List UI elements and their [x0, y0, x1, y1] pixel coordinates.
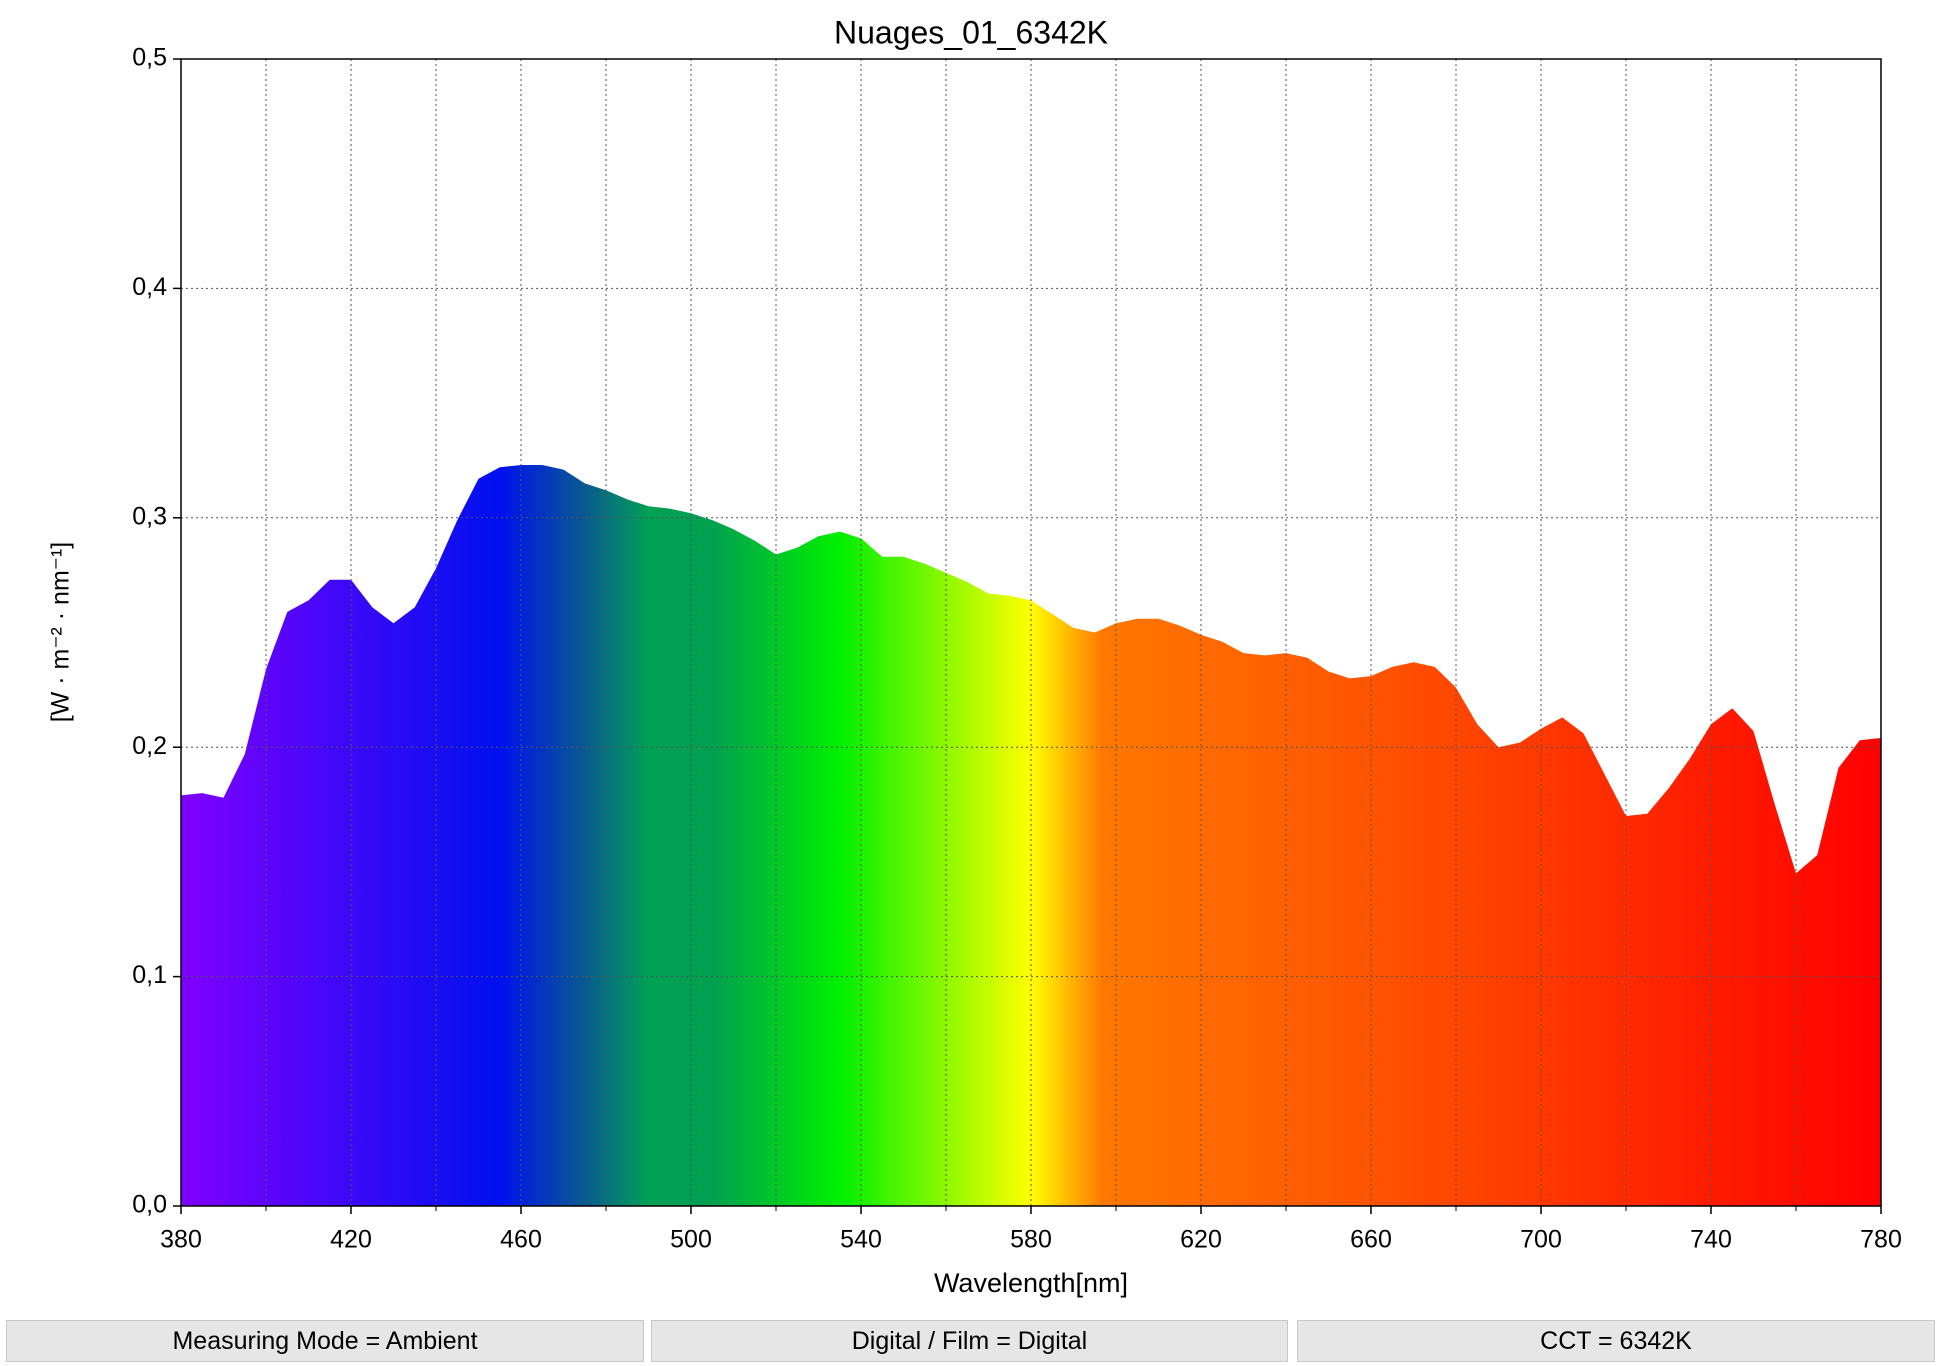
- status-field: CCT = 6342K: [1297, 1320, 1935, 1362]
- x-tick-label: 740: [1690, 1226, 1732, 1254]
- y-axis-label: [W · m⁻² · nm⁻¹]: [47, 542, 75, 723]
- y-tick-label: 0,2: [132, 732, 167, 760]
- chart: Nuages_01_6342K Wavelength[nm] [W · m⁻² …: [47, 14, 1902, 1298]
- x-tick-label: 660: [1350, 1226, 1392, 1254]
- x-tick-label: 540: [840, 1226, 882, 1254]
- x-tick-label: 380: [160, 1226, 202, 1254]
- x-tick-label: 500: [670, 1226, 712, 1254]
- y-tick-label: 0,0: [132, 1191, 167, 1219]
- status-field: Measuring Mode = Ambient: [6, 1320, 644, 1362]
- x-tick-label: 460: [500, 1226, 542, 1254]
- chart-title: Nuages_01_6342K: [834, 14, 1108, 50]
- y-tick-label: 0,3: [132, 502, 167, 530]
- y-tick-label: 0,1: [132, 961, 167, 989]
- x-axis-label: Wavelength[nm]: [934, 1268, 1128, 1298]
- x-tick-label: 700: [1520, 1226, 1562, 1254]
- y-tick-label: 0,5: [132, 44, 167, 72]
- y-tick-label: 0,4: [132, 273, 167, 301]
- x-tick-label: 620: [1180, 1226, 1222, 1254]
- status-field: Digital / Film = Digital: [651, 1320, 1288, 1362]
- x-tick-label: 580: [1010, 1226, 1052, 1254]
- x-tick-label: 780: [1860, 1226, 1902, 1254]
- x-tick-label: 420: [330, 1226, 372, 1254]
